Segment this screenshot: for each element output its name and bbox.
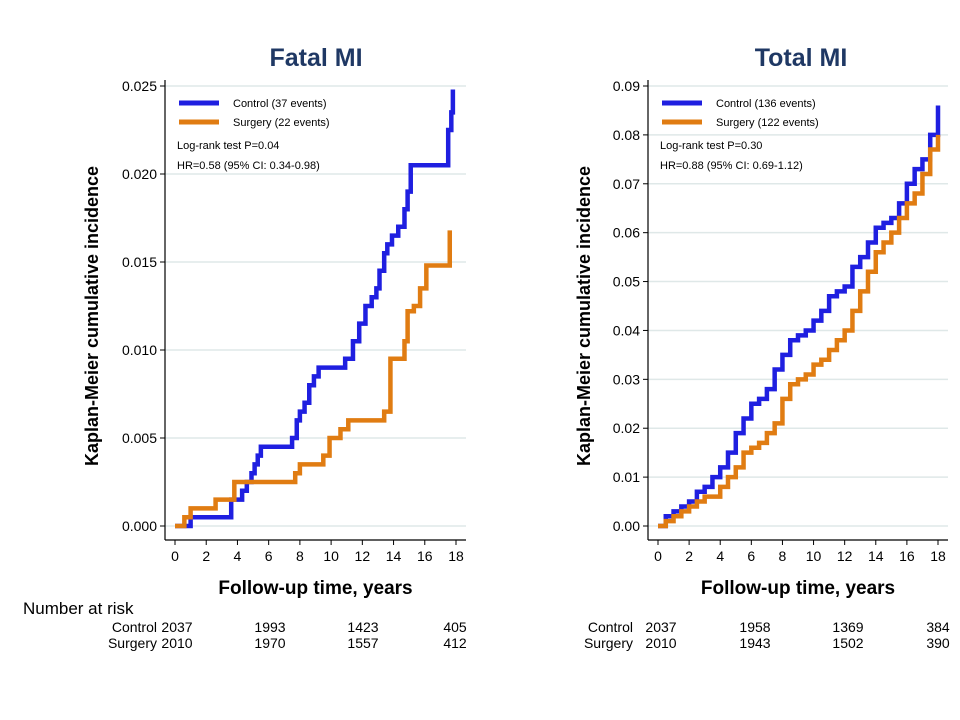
risk-value: 2037	[161, 619, 192, 635]
x-tick-label: 2	[202, 548, 210, 564]
risk-value: 2010	[161, 635, 192, 651]
x-tick-label: 14	[868, 548, 884, 564]
x-tick-label: 2	[685, 548, 693, 564]
x-tick-label: 4	[716, 548, 724, 564]
y-tick-label: 0.010	[122, 342, 157, 358]
fatal-mi-chart: 0.000 0.005 0.010 0.015 0.020 0.025 0 2 4 6 8 10 12 1…	[82, 44, 466, 599]
y-tick-label: 0.07	[613, 176, 640, 192]
risk-value: 2037	[645, 619, 676, 635]
y-tick-label: 0.05	[613, 274, 640, 290]
risk-value: 1943	[739, 635, 770, 651]
x-tick-label: 10	[806, 548, 822, 564]
series-control-line	[175, 89, 456, 529]
risk-value: 1557	[347, 635, 378, 651]
risk-value: 390	[926, 635, 950, 651]
y-tick-label: 0.06	[613, 225, 640, 241]
y-tick-label: 0.020	[122, 166, 157, 182]
annotation-text: Log-rank test P=0.04	[177, 140, 279, 152]
y-tick-label: 0.00	[613, 518, 640, 534]
chart-title: Fatal MI	[269, 44, 362, 72]
x-tick-label: 16	[899, 548, 915, 564]
risk-value: 405	[443, 619, 467, 635]
risk-row-label-control: Control	[112, 619, 157, 635]
legend-label: Surgery (22 events)	[233, 117, 330, 129]
risk-value: 1993	[254, 619, 285, 635]
series-surgery-line	[658, 134, 941, 529]
x-tick-label: 0	[171, 548, 179, 564]
risk-row-label-surgery: Surgery	[108, 635, 157, 651]
risk-value: 1423	[347, 619, 378, 635]
series-control-line	[658, 105, 941, 529]
risk-value: 1958	[739, 619, 770, 635]
chart-title: Total MI	[755, 44, 848, 72]
x-tick-label: 0	[654, 548, 662, 564]
y-axis-label: Kaplan-Meier cumulative incidence	[82, 166, 102, 466]
y-tick-label: 0.09	[613, 78, 640, 94]
risk-value: 1970	[254, 635, 285, 651]
x-tick-label: 14	[386, 548, 402, 564]
x-tick-label: 8	[779, 548, 787, 564]
legend-label: Control (37 events)	[233, 98, 327, 110]
risk-value: 412	[443, 635, 467, 651]
y-tick-label: 0.025	[122, 78, 157, 94]
x-tick-label: 6	[265, 548, 273, 564]
x-axis-label: Follow-up time, years	[701, 578, 895, 599]
risk-row-label-surgery: Surgery	[584, 635, 633, 651]
y-tick-label: 0.015	[122, 254, 157, 270]
total-mi-chart: 0.00 0.01 0.02 0.03 0.04 0.05 0.06 0.07 0.08 0.09…	[574, 44, 948, 599]
legend-label: Control (136 events)	[716, 98, 816, 110]
x-tick-label: 4	[234, 548, 242, 564]
x-axis-label: Follow-up time, years	[218, 578, 412, 599]
y-tick-label: 0.01	[613, 469, 640, 485]
risk-value: 384	[926, 619, 950, 635]
y-tick-label: 0.005	[122, 430, 157, 446]
annotation-text: HR=0.58 (95% CI: 0.34-0.98)	[177, 160, 320, 172]
risk-row-label-control: Control	[588, 619, 633, 635]
risk-value: 2010	[645, 635, 676, 651]
y-tick-label: 0.04	[613, 322, 640, 338]
x-tick-label: 18	[448, 548, 464, 564]
legend-label: Surgery (122 events)	[716, 117, 819, 129]
y-axis-label: Kaplan-Meier cumulative incidence	[574, 166, 594, 466]
x-tick-label: 8	[296, 548, 304, 564]
y-tick-label: 0.000	[122, 518, 157, 534]
risk-table-heading: Number at risk	[23, 599, 134, 618]
x-tick-label: 18	[930, 548, 946, 564]
y-tick-label: 0.03	[613, 371, 640, 387]
risk-value: 1502	[832, 635, 863, 651]
x-tick-label: 16	[417, 548, 433, 564]
risk-value: 1369	[832, 619, 863, 635]
y-tick-label: 0.08	[613, 127, 640, 143]
y-tick-label: 0.02	[613, 420, 640, 436]
x-tick-label: 12	[355, 548, 371, 564]
x-tick-label: 6	[747, 548, 755, 564]
series-surgery-line	[175, 230, 453, 529]
x-tick-label: 12	[837, 548, 853, 564]
x-tick-label: 10	[323, 548, 339, 564]
annotation-text: HR=0.88 (95% CI: 0.69-1.12)	[660, 160, 803, 172]
annotation-text: Log-rank test P=0.30	[660, 140, 762, 152]
